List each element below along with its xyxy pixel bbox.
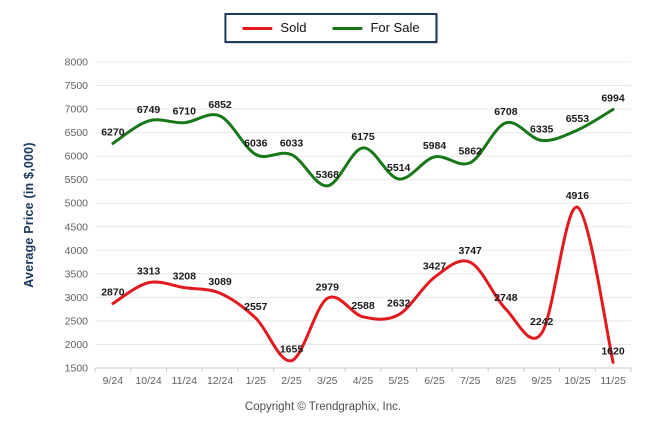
- y-tick-label: 6000: [65, 151, 89, 163]
- x-tick-label: 9/25: [531, 375, 552, 387]
- data-label-sold: 3427: [423, 260, 447, 272]
- x-tick-label: 6/25: [424, 375, 445, 387]
- data-label-sold: 2242: [530, 316, 554, 328]
- x-tick-label: 7/25: [460, 375, 481, 387]
- y-tick-label: 7500: [65, 80, 89, 92]
- legend-label-for-sale: For Sale: [370, 20, 420, 35]
- data-label-for-sale: 6033: [280, 138, 304, 150]
- copyright-text: Copyright © Trendgraphix, Inc.: [244, 401, 402, 413]
- data-label-sold: 2870: [101, 287, 125, 299]
- x-tick-label: 5/25: [388, 375, 409, 387]
- data-label-for-sale: 6036: [244, 138, 268, 150]
- data-label-for-sale: 5984: [423, 140, 447, 152]
- for-sale-line-swatch: [332, 26, 363, 30]
- sold-line: [111, 205, 615, 364]
- y-tick-label: 6500: [65, 127, 89, 139]
- data-label-for-sale: 6708: [494, 106, 518, 118]
- x-tick-label: 11/25: [600, 375, 626, 387]
- x-tick-label: 9/24: [103, 375, 124, 387]
- data-label-sold: 2748: [494, 292, 518, 304]
- data-label-sold: 2588: [351, 300, 375, 312]
- y-tick-label: 4500: [65, 221, 89, 233]
- data-label-sold: 3089: [208, 276, 232, 288]
- data-label-for-sale: 6270: [101, 126, 125, 138]
- data-label-sold: 2979: [316, 281, 340, 293]
- data-label-for-sale: 6553: [566, 113, 590, 125]
- legend-item-for-sale: For Sale: [332, 20, 420, 36]
- data-label-sold: 4916: [566, 190, 590, 202]
- y-tick-label: 4000: [65, 245, 89, 257]
- data-label-sold: 3208: [173, 271, 197, 283]
- x-tick-label: 12/24: [207, 375, 233, 387]
- data-label-for-sale: 6749: [137, 104, 161, 116]
- x-tick-label: 1/25: [246, 375, 267, 387]
- data-label-for-sale: 6852: [208, 99, 232, 111]
- legend-label-sold: Sold: [280, 20, 307, 35]
- y-tick-label: 3500: [65, 268, 89, 280]
- legend-item-sold: Sold: [242, 20, 306, 36]
- data-label-for-sale: 5368: [316, 169, 340, 181]
- y-tick-label: 3000: [65, 292, 89, 304]
- x-tick-label: 10/24: [135, 375, 161, 387]
- data-label-for-sale: 5862: [459, 146, 483, 158]
- sold-line-swatch: [242, 26, 273, 30]
- x-tick-label: 10/25: [564, 375, 590, 387]
- data-label-for-sale: 6175: [351, 131, 375, 143]
- y-tick-label: 2500: [65, 315, 89, 327]
- data-label-for-sale: 6710: [173, 106, 197, 118]
- y-tick-label: 7000: [65, 104, 89, 116]
- chart-legend: Sold For Sale: [224, 13, 438, 43]
- x-tick-label: 4/25: [353, 375, 374, 387]
- y-tick-label: 5000: [65, 198, 89, 210]
- data-label-sold: 3313: [137, 266, 161, 278]
- x-tick-label: 8/25: [496, 375, 517, 387]
- y-tick-label: 8000: [65, 57, 89, 69]
- y-axis-title: Average Price (in $,000): [22, 142, 36, 288]
- y-tick-label: 1500: [65, 363, 89, 375]
- for-sale-line: [111, 107, 615, 188]
- x-tick-label: 3/25: [317, 375, 338, 387]
- data-label-sold: 3747: [459, 245, 483, 257]
- x-tick-label: 11/24: [172, 375, 198, 387]
- y-tick-label: 2000: [65, 339, 89, 351]
- data-label-sold: 1620: [601, 345, 625, 357]
- y-tick-label: 5500: [65, 174, 89, 186]
- data-label-sold: 2632: [387, 298, 411, 310]
- data-label-for-sale: 6994: [601, 92, 625, 104]
- data-label-sold: 1655: [280, 344, 304, 356]
- data-label-for-sale: 5514: [387, 162, 411, 174]
- x-tick-label: 2/25: [281, 375, 302, 387]
- data-label-sold: 2557: [244, 301, 268, 313]
- data-label-for-sale: 6335: [530, 123, 554, 135]
